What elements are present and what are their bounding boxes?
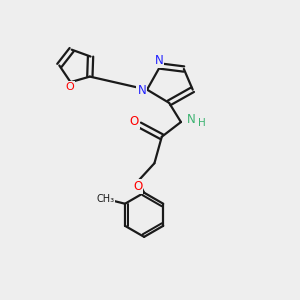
Text: N: N xyxy=(137,84,146,97)
Text: H: H xyxy=(198,118,206,128)
Text: N: N xyxy=(154,54,163,67)
Text: O: O xyxy=(133,180,142,193)
Text: N: N xyxy=(187,113,196,126)
Text: O: O xyxy=(65,82,74,92)
Text: O: O xyxy=(130,115,139,128)
Text: CH₃: CH₃ xyxy=(97,194,115,204)
